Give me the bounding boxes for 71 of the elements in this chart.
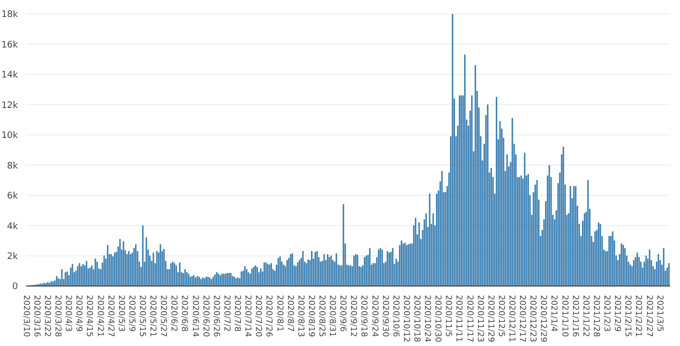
- x-tick-label: 2020/9/18: [360, 295, 370, 337]
- x-tick-label: 2020/7/8: [233, 295, 244, 332]
- x-tick-label: 2020/10/24: [423, 295, 434, 342]
- x-tick-label: 2020/7/14: [244, 295, 254, 337]
- x-tick-label: 2020/9/24: [370, 295, 380, 337]
- x-tick-label: 2021/1/28: [592, 295, 602, 337]
- x-tick-label: 2020/5/3: [116, 295, 127, 332]
- x-tick-label: 2020/7/2: [222, 295, 232, 332]
- y-tick-label: 10k: [1, 131, 19, 142]
- y-tick-label: 8k: [7, 161, 19, 172]
- x-tick-label: 2021/1/4: [550, 295, 560, 332]
- x-tick-label: 2020/8/31: [328, 295, 338, 337]
- x-tick-label: 2020/4/3: [64, 295, 74, 332]
- x-tick-label: 2021/3/5: [655, 295, 666, 332]
- x-tick-label: 2020/9/6: [338, 295, 349, 332]
- x-tick-label: 2021/2/27: [644, 295, 655, 337]
- x-tick-label: 2020/3/16: [32, 295, 42, 337]
- x-tick-label: 2020/11/11: [454, 295, 465, 342]
- x-tick-label: 2020/5/9: [127, 295, 138, 332]
- x-tick-label: 2021/2/15: [624, 295, 634, 337]
- y-tick-label: 4k: [7, 222, 19, 232]
- y-tick-label: 0: [12, 282, 18, 292]
- x-tick-label: 2020/5/21: [148, 295, 159, 337]
- y-tick-label: 12k: [1, 100, 19, 111]
- x-tick-label: 2020/8/13: [296, 295, 306, 337]
- x-tick-label: 2020/8/19: [306, 295, 317, 337]
- y-tick-label: 14k: [1, 70, 19, 81]
- x-tick-label: 2020/6/2: [170, 295, 180, 332]
- x-tick-label: 2020/10/6: [391, 295, 402, 337]
- x-tick-label: 2020/11/17: [465, 295, 476, 342]
- x-tick-label: 2020/12/23: [528, 295, 539, 342]
- x-tick-label: 2020/10/18: [412, 295, 423, 342]
- x-tick-label: 2020/6/26: [212, 295, 222, 337]
- x-tick-label: 2020/6/20: [201, 295, 212, 337]
- x-tick-label: 2021/2/9: [613, 295, 624, 332]
- x-tick-label: 2020/5/15: [138, 295, 148, 337]
- y-tick-label: 2k: [7, 252, 19, 262]
- x-tick-label: 2020/10/12: [402, 295, 412, 342]
- y-tick-label: 16k: [1, 40, 19, 50]
- x-tick-label: 2020/4/15: [85, 295, 96, 337]
- x-tick-label: 2021/2/21: [634, 295, 644, 337]
- x-tick-label: 2020/3/28: [54, 295, 64, 337]
- x-tick-label: 2020/12/29: [539, 295, 550, 342]
- x-tick-label: 2021/1/16: [570, 295, 581, 337]
- x-tick-label: 2020/9/12: [349, 295, 360, 337]
- x-tick-label: 2020/6/14: [190, 295, 201, 337]
- x-tick-label: 2020/7/26: [264, 295, 275, 337]
- y-tick-label: 18k: [1, 10, 19, 20]
- x-tick-label: 2020/4/21: [96, 295, 106, 337]
- x-tick-label: 2020/11/5: [444, 295, 454, 337]
- x-tick-label: 2020/4/9: [74, 295, 85, 332]
- x-tick-label: 2020/9/30: [380, 295, 391, 337]
- x-tick-label: 2021/1/22: [581, 295, 592, 337]
- x-tick-label: 2020/4/27: [106, 295, 116, 337]
- x-tick-label: 2020/6/8: [180, 295, 190, 332]
- x-tick-label: 2020/11/23: [476, 295, 486, 342]
- x-tick-label: 2020/3/22: [42, 295, 53, 337]
- x-tick-label: 2020/3/10: [22, 295, 32, 337]
- x-tick-label: 2020/10/30: [434, 295, 444, 342]
- x-tick-label: 2020/8/7: [286, 295, 296, 332]
- x-tick-label: 2020/11/29: [486, 295, 496, 342]
- x-tick-label: 2020/12/11: [508, 295, 518, 342]
- x-tick-label: 2020/12/17: [518, 295, 528, 342]
- x-tick-label: 2020/8/1: [275, 295, 286, 332]
- x-tick-label: 2020/8/25: [317, 295, 328, 337]
- x-tick-label: 2021/2/3: [602, 295, 613, 332]
- y-tick-label: 6k: [7, 192, 19, 202]
- x-tick-label: 2020/7/20: [254, 295, 264, 337]
- x-tick-label: 2020/12/5: [496, 295, 507, 337]
- x-tick-label: 2020/5/27: [159, 295, 170, 337]
- x-tick-label: 2021/1/10: [560, 295, 570, 337]
